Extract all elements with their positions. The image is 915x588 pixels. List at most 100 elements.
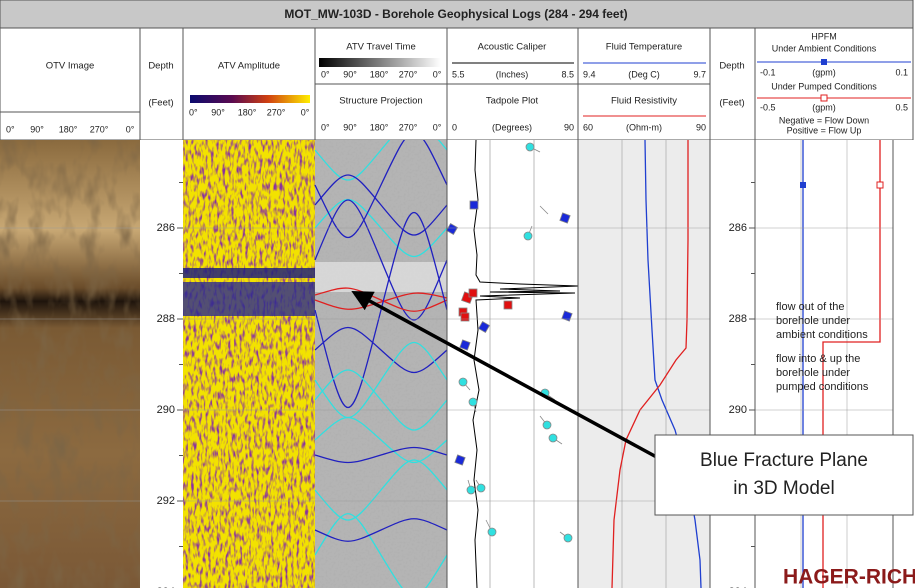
flow-notes: flow out of the borehole under ambient c… <box>776 301 869 393</box>
azimuth-label: 0° <box>6 124 15 134</box>
azimuth-label: 0° <box>126 124 135 134</box>
depth-label: 288 <box>729 313 747 325</box>
condition-label: Under Pumped Conditions <box>771 81 877 91</box>
caliper-curve <box>472 140 579 588</box>
column-label: Tadpole Plot <box>486 96 539 107</box>
depth-label: 294 <box>729 586 747 588</box>
callout-text: in 3D Model <box>733 478 834 499</box>
unit-label: (Feet) <box>719 98 744 109</box>
resistivity-curve <box>611 140 689 588</box>
fluid-track <box>578 140 710 588</box>
legend-marker <box>821 59 827 65</box>
depth-label: 284 <box>729 131 747 143</box>
condition-label: Under Ambient Conditions <box>772 43 877 53</box>
scale-max: 90 <box>696 122 706 132</box>
depth-label: 284 <box>157 131 175 143</box>
scale-min: 0 <box>452 122 457 132</box>
azimuth-label: 180° <box>238 107 257 117</box>
annotation: ambient conditions <box>776 329 868 341</box>
margin <box>893 140 915 588</box>
unit-label: (Feet) <box>148 98 173 109</box>
column-label: ATV Travel Time <box>346 42 416 53</box>
title: MOT_MW-103D - Borehole Geophysical Logs … <box>284 7 627 21</box>
structure-sinusoids <box>314 140 448 588</box>
scale-min: 5.5 <box>452 69 465 79</box>
colorbar <box>190 95 310 103</box>
scale-min: -0.1 <box>760 67 776 77</box>
azimuth-label: 0° <box>321 69 330 79</box>
annotation: borehole under <box>776 367 850 379</box>
column-label: Depth <box>719 61 744 72</box>
hpfm-pumped-point <box>876 181 884 189</box>
annotation: flow into & up the <box>776 353 860 365</box>
structure-texture <box>315 140 447 588</box>
scale-unit: (Inches) <box>496 69 529 79</box>
azimuth-label: 0° <box>321 122 330 132</box>
callout-box <box>654 434 914 516</box>
azimuth-label: 0° <box>433 122 442 132</box>
azimuth-label: 0° <box>301 107 310 117</box>
azimuth-label: 0° <box>189 107 198 117</box>
azimuth-label: 90° <box>343 69 357 79</box>
azimuth-label: 0° <box>433 69 442 79</box>
scale-min: 9.4 <box>583 69 596 79</box>
scale-unit: (Deg C) <box>628 69 660 79</box>
scale-max: 0.1 <box>895 67 908 77</box>
column-label: Acoustic Caliper <box>478 42 547 53</box>
annotation: flow out of the <box>776 301 845 313</box>
depth-label: 294 <box>157 586 175 588</box>
depth-track <box>140 140 183 588</box>
azimuth-label: 90° <box>30 124 44 134</box>
column-label: Fluid Temperature <box>606 42 682 53</box>
callout-text: Blue Fracture Plane <box>700 450 868 471</box>
scale-min: -0.5 <box>760 102 776 112</box>
depth-label: 288 <box>157 313 175 325</box>
structure-bright-zone <box>315 262 447 292</box>
note: Positive = Flow Up <box>787 125 862 135</box>
scale-min: 60 <box>583 122 593 132</box>
temperature-curve <box>644 140 702 588</box>
scale-max: 9.7 <box>693 69 706 79</box>
scale-unit: (Degrees) <box>492 122 532 132</box>
column-label: Structure Projection <box>339 96 422 107</box>
depth-label: 292 <box>157 495 175 507</box>
track-grid <box>489 140 535 588</box>
azimuth-label: 180° <box>370 122 389 132</box>
hpfm-ambient-point <box>800 182 806 188</box>
column-label: Fluid Resistivity <box>611 96 677 107</box>
azimuth-label: 180° <box>59 124 78 134</box>
column-label: Depth <box>148 61 173 72</box>
depth-label: 290 <box>729 404 747 416</box>
otv-texture <box>0 140 140 588</box>
tadpoles <box>445 142 573 543</box>
azimuth-label: 270° <box>90 124 109 134</box>
column-label: OTV Image <box>46 61 95 72</box>
legend-marker <box>820 94 828 102</box>
azimuth-label: 270° <box>399 122 418 132</box>
colorbar <box>319 58 441 67</box>
depth-label: 286 <box>157 222 175 234</box>
column-label: HPFM <box>811 31 837 41</box>
azimuth-label: 270° <box>399 69 418 79</box>
scale-max: 0.5 <box>895 102 908 112</box>
logo: HAGER-RICHTER <box>783 566 915 588</box>
note: Negative = Flow Down <box>779 115 869 125</box>
annotation: borehole under <box>776 315 850 327</box>
azimuth-label: 90° <box>211 107 225 117</box>
azimuth-label: 90° <box>343 122 357 132</box>
tadpole-track <box>447 140 578 588</box>
atv-speckle <box>183 140 315 588</box>
header-texts: OTV Image Depth (Feet) ATV Amplitude ATV… <box>6 31 911 135</box>
scale-unit: (Ohm-m) <box>626 122 662 132</box>
atv-dark-band <box>183 268 315 278</box>
depth-label: 290 <box>157 404 175 416</box>
scale-unit: (gpm) <box>812 102 836 112</box>
annotation: pumped conditions <box>776 381 869 393</box>
callout-arrow <box>351 290 663 462</box>
log-tracks: 284284286286288288290290292292294294 <box>0 131 915 588</box>
scale-max: 90 <box>564 122 574 132</box>
azimuth-label: 270° <box>267 107 286 117</box>
azimuth-label: 180° <box>370 69 389 79</box>
depth-label: 286 <box>729 222 747 234</box>
